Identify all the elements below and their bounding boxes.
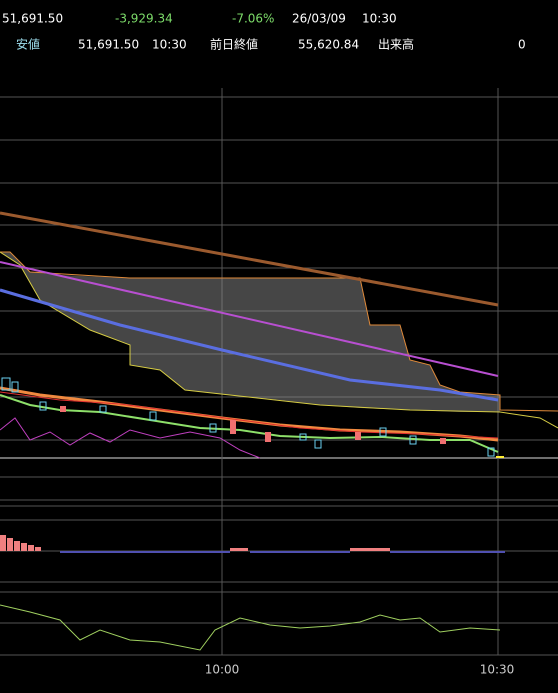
candles [1, 377, 504, 458]
x-tick-label: 10:30 [480, 663, 515, 677]
oscillator-pink [0, 417, 261, 459]
volume: 0 [518, 38, 526, 52]
change-pct: -7.06% [232, 12, 274, 26]
ma-short [0, 288, 499, 402]
volume-label: 出来高 [378, 37, 414, 52]
ma-long [0, 211, 499, 307]
low: 51,691.50 [78, 38, 139, 52]
last-price: 51,691.50 [2, 12, 63, 26]
low-label: 安値 [16, 37, 40, 52]
time: 10:30 [362, 12, 397, 26]
ma-red [0, 391, 499, 439]
x-tick-label: 10:00 [205, 663, 240, 677]
prev-close: 55,620.84 [298, 38, 359, 52]
low-time: 10:30 [152, 38, 187, 52]
volume-bars [0, 535, 505, 553]
ma-mid [0, 261, 499, 377]
date: 26/03/09 [292, 12, 346, 26]
ichimoku-cloud [0, 252, 500, 412]
indicator-line [0, 604, 501, 651]
change: -3,929.34 [115, 12, 173, 26]
prev-close-label: 前日終値 [210, 37, 258, 52]
